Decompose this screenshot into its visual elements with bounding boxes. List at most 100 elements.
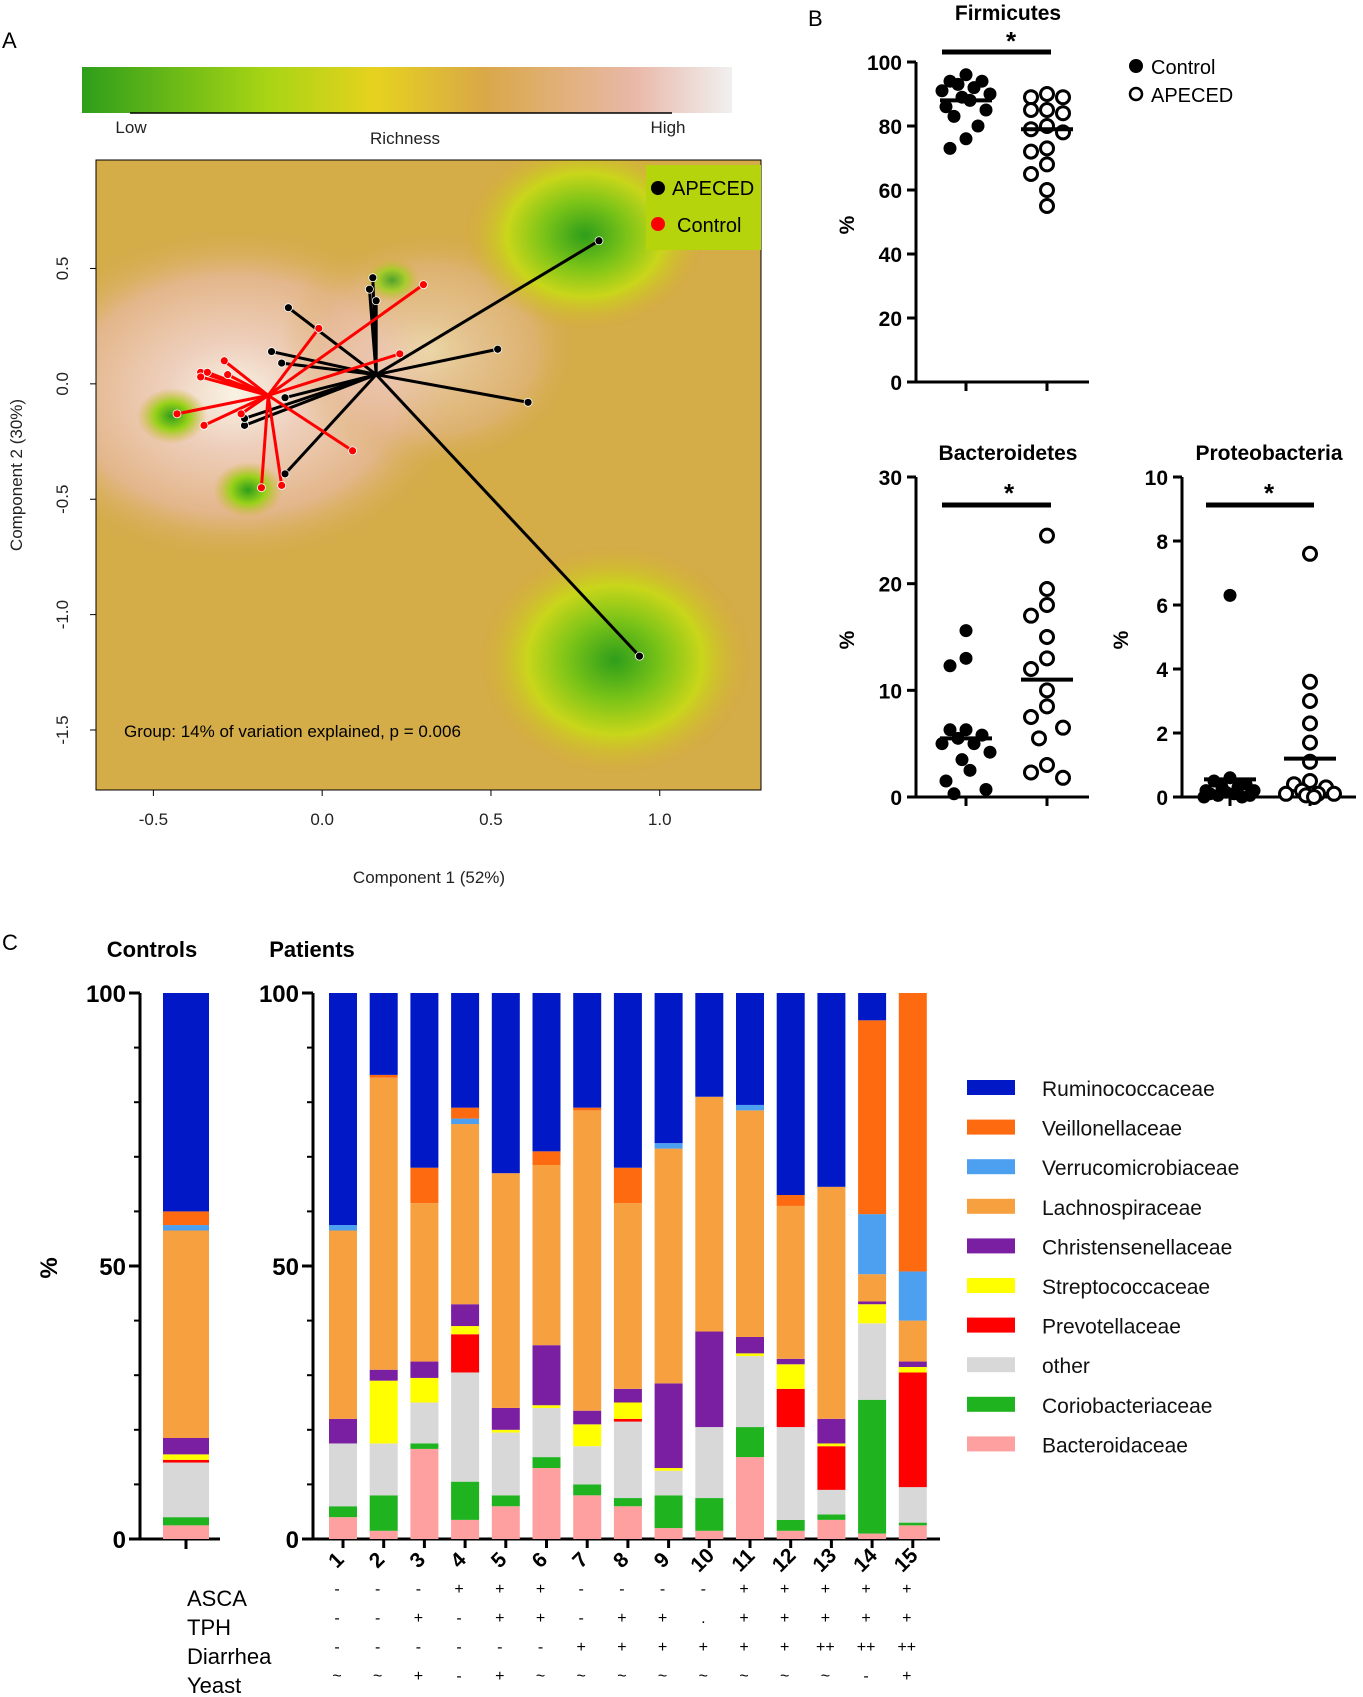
patient-bar-segment-ruminococcaceae bbox=[613, 993, 642, 1168]
control-point bbox=[277, 480, 287, 490]
control-point bbox=[951, 77, 965, 91]
apeced-point bbox=[284, 303, 293, 313]
apeced-point bbox=[1023, 709, 1039, 725]
patient-bar-segment-coriobacteriaceae bbox=[410, 1443, 439, 1449]
patient-id-label: 11 bbox=[727, 1544, 759, 1576]
apeced-point bbox=[1039, 102, 1055, 118]
y-tick-label: 20 bbox=[879, 574, 902, 597]
clinical-value: + bbox=[739, 1581, 748, 1598]
control-point bbox=[947, 109, 961, 123]
control-point bbox=[971, 119, 985, 133]
apeced-point bbox=[1306, 789, 1322, 805]
clinical-value: - bbox=[619, 1581, 624, 1598]
legend-label: Veillonellaceae bbox=[1042, 1118, 1182, 1141]
apeced-point bbox=[1039, 527, 1055, 544]
patient-bar-segment-bacteroidaceae bbox=[898, 1525, 927, 1539]
y-tick-label: 20 bbox=[879, 308, 902, 331]
legend-control-marker bbox=[651, 217, 665, 231]
patient-bar-segment-streptococcaceae bbox=[898, 1367, 927, 1373]
clinical-value: + bbox=[495, 1610, 504, 1627]
clinical-value: + bbox=[495, 1581, 504, 1598]
panel-a-ylabel: Component 2 (30%) bbox=[7, 399, 26, 551]
clinical-value: ~ bbox=[617, 1668, 626, 1685]
apeced-spoke bbox=[284, 373, 377, 400]
patient-bar-segment-ruminococcaceae bbox=[573, 993, 602, 1108]
clinical-value: - bbox=[579, 1610, 584, 1627]
apeced-point bbox=[1039, 182, 1055, 198]
patient-bar-segment-bacteroidaceae bbox=[491, 1506, 520, 1539]
clinical-row-label: ASCA bbox=[187, 1586, 247, 1611]
legend-swatch bbox=[967, 1119, 1015, 1135]
patient-bar-segment-lachnospiraceae bbox=[573, 1110, 602, 1411]
patient-bar-segment-christensenellaceae bbox=[776, 1358, 805, 1365]
patient-bar-segment-other bbox=[613, 1421, 642, 1499]
clinical-value: + bbox=[495, 1668, 504, 1685]
apeced-point bbox=[1039, 597, 1055, 613]
apeced-point bbox=[280, 469, 290, 479]
patient-bar-segment-coriobacteriaceae bbox=[329, 1506, 357, 1518]
control-spoke bbox=[266, 327, 320, 397]
clinical-value: + bbox=[902, 1668, 911, 1685]
patient-bar-segment-bacteroidaceae bbox=[329, 1517, 357, 1539]
y-tick-label: 50 bbox=[272, 1254, 299, 1281]
panel-a-annotation: Group: 14% of variation explained, p = 0… bbox=[124, 722, 461, 741]
richness-colorbar bbox=[82, 67, 732, 113]
clinical-value: - bbox=[416, 1581, 421, 1598]
patient-bar-segment-prevotellaceae bbox=[776, 1388, 805, 1428]
patient-bar-segment-ruminococcaceae bbox=[491, 993, 520, 1174]
legend-swatch bbox=[967, 1317, 1015, 1333]
clinical-value: - bbox=[334, 1581, 339, 1598]
clinical-value: ++ bbox=[857, 1639, 876, 1656]
patient-bar-segment-veillonellaceae bbox=[858, 1020, 887, 1215]
clinical-value: + bbox=[780, 1610, 789, 1627]
clinical-value: - bbox=[416, 1639, 421, 1656]
patient-bar-segment-veillonellaceae bbox=[369, 1074, 398, 1078]
patient-bar-segment-streptococcaceae bbox=[491, 1429, 520, 1433]
colorbar-low-label: Low bbox=[115, 118, 147, 137]
y-tick-label: 8 bbox=[1156, 531, 1168, 554]
legend-swatch bbox=[967, 1080, 1015, 1095]
patient-bar-segment-lachnospiraceae bbox=[410, 1203, 439, 1362]
y-tick-label: 0.0 bbox=[53, 372, 72, 396]
bacteroidetes-significance: * bbox=[1004, 478, 1015, 508]
patient-bar-segment-christensenellaceae bbox=[613, 1388, 642, 1403]
control-point bbox=[1211, 788, 1225, 802]
clinical-value: - bbox=[660, 1581, 665, 1598]
clinical-value: - bbox=[701, 1581, 706, 1598]
patient-bar-segment-bacteroidaceae bbox=[736, 1457, 764, 1539]
control-point bbox=[947, 787, 961, 801]
y-tick-label: 0 bbox=[286, 1527, 299, 1554]
apeced-point bbox=[1031, 730, 1047, 747]
patient-id-label: 9 bbox=[650, 1548, 675, 1573]
legend-b-apeced-label: APECED bbox=[1151, 85, 1233, 107]
control-point bbox=[1223, 588, 1237, 602]
patient-bar-segment-christensenellaceae bbox=[858, 1301, 887, 1305]
patient-bar-segment-ruminococcaceae bbox=[654, 993, 683, 1144]
apeced-point bbox=[1039, 698, 1055, 715]
clinical-value: + bbox=[699, 1639, 708, 1656]
patient-bar-segment-coriobacteriaceae bbox=[858, 1399, 887, 1534]
y-tick-label: 10 bbox=[1145, 467, 1168, 490]
patient-bar-segment-prevotellaceae bbox=[451, 1334, 480, 1373]
legend-swatch bbox=[967, 1436, 1015, 1452]
bacteroidetes-title: Bacteroidetes bbox=[939, 442, 1078, 465]
clinical-value: + bbox=[821, 1581, 830, 1598]
patient-bar-segment-prevotellaceae bbox=[817, 1446, 846, 1490]
patient-bar-segment-coriobacteriaceae bbox=[369, 1495, 398, 1531]
patient-id-label: 8 bbox=[609, 1548, 634, 1573]
apeced-point bbox=[1302, 693, 1318, 709]
y-tick-label: 0 bbox=[113, 1527, 126, 1554]
patient-bar-segment-lachnospiraceae bbox=[736, 1110, 764, 1337]
clinical-value: + bbox=[902, 1581, 911, 1598]
y-tick-label: -0.5 bbox=[53, 485, 72, 514]
patient-bar-segment-verrucomicrobiaceae bbox=[858, 1214, 887, 1275]
y-tick-label: 0 bbox=[890, 372, 902, 395]
clinical-value: - bbox=[375, 1581, 380, 1598]
apeced-spoke bbox=[375, 239, 600, 376]
clinical-value: + bbox=[617, 1639, 626, 1656]
y-tick-label: 100 bbox=[867, 52, 902, 75]
clinical-value: + bbox=[658, 1610, 667, 1627]
clinical-value: - bbox=[538, 1639, 543, 1656]
patient-bar-segment-lachnospiraceae bbox=[532, 1164, 561, 1346]
patient-bar-segment-coriobacteriaceae bbox=[613, 1498, 642, 1507]
